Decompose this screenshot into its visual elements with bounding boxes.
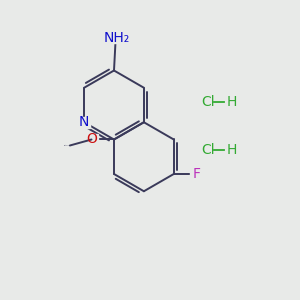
Text: O: O — [86, 133, 97, 146]
Text: H: H — [226, 143, 237, 157]
Text: NH₂: NH₂ — [104, 31, 130, 44]
Bar — [78, 117, 90, 128]
Text: methoxy: methoxy — [64, 145, 70, 146]
Text: Cl: Cl — [201, 143, 214, 157]
Bar — [106, 32, 129, 43]
Bar — [85, 134, 98, 145]
Text: N: N — [79, 115, 89, 129]
Text: Cl: Cl — [201, 95, 214, 109]
Bar — [190, 169, 203, 179]
Text: F: F — [192, 167, 200, 181]
Text: H: H — [226, 95, 237, 109]
